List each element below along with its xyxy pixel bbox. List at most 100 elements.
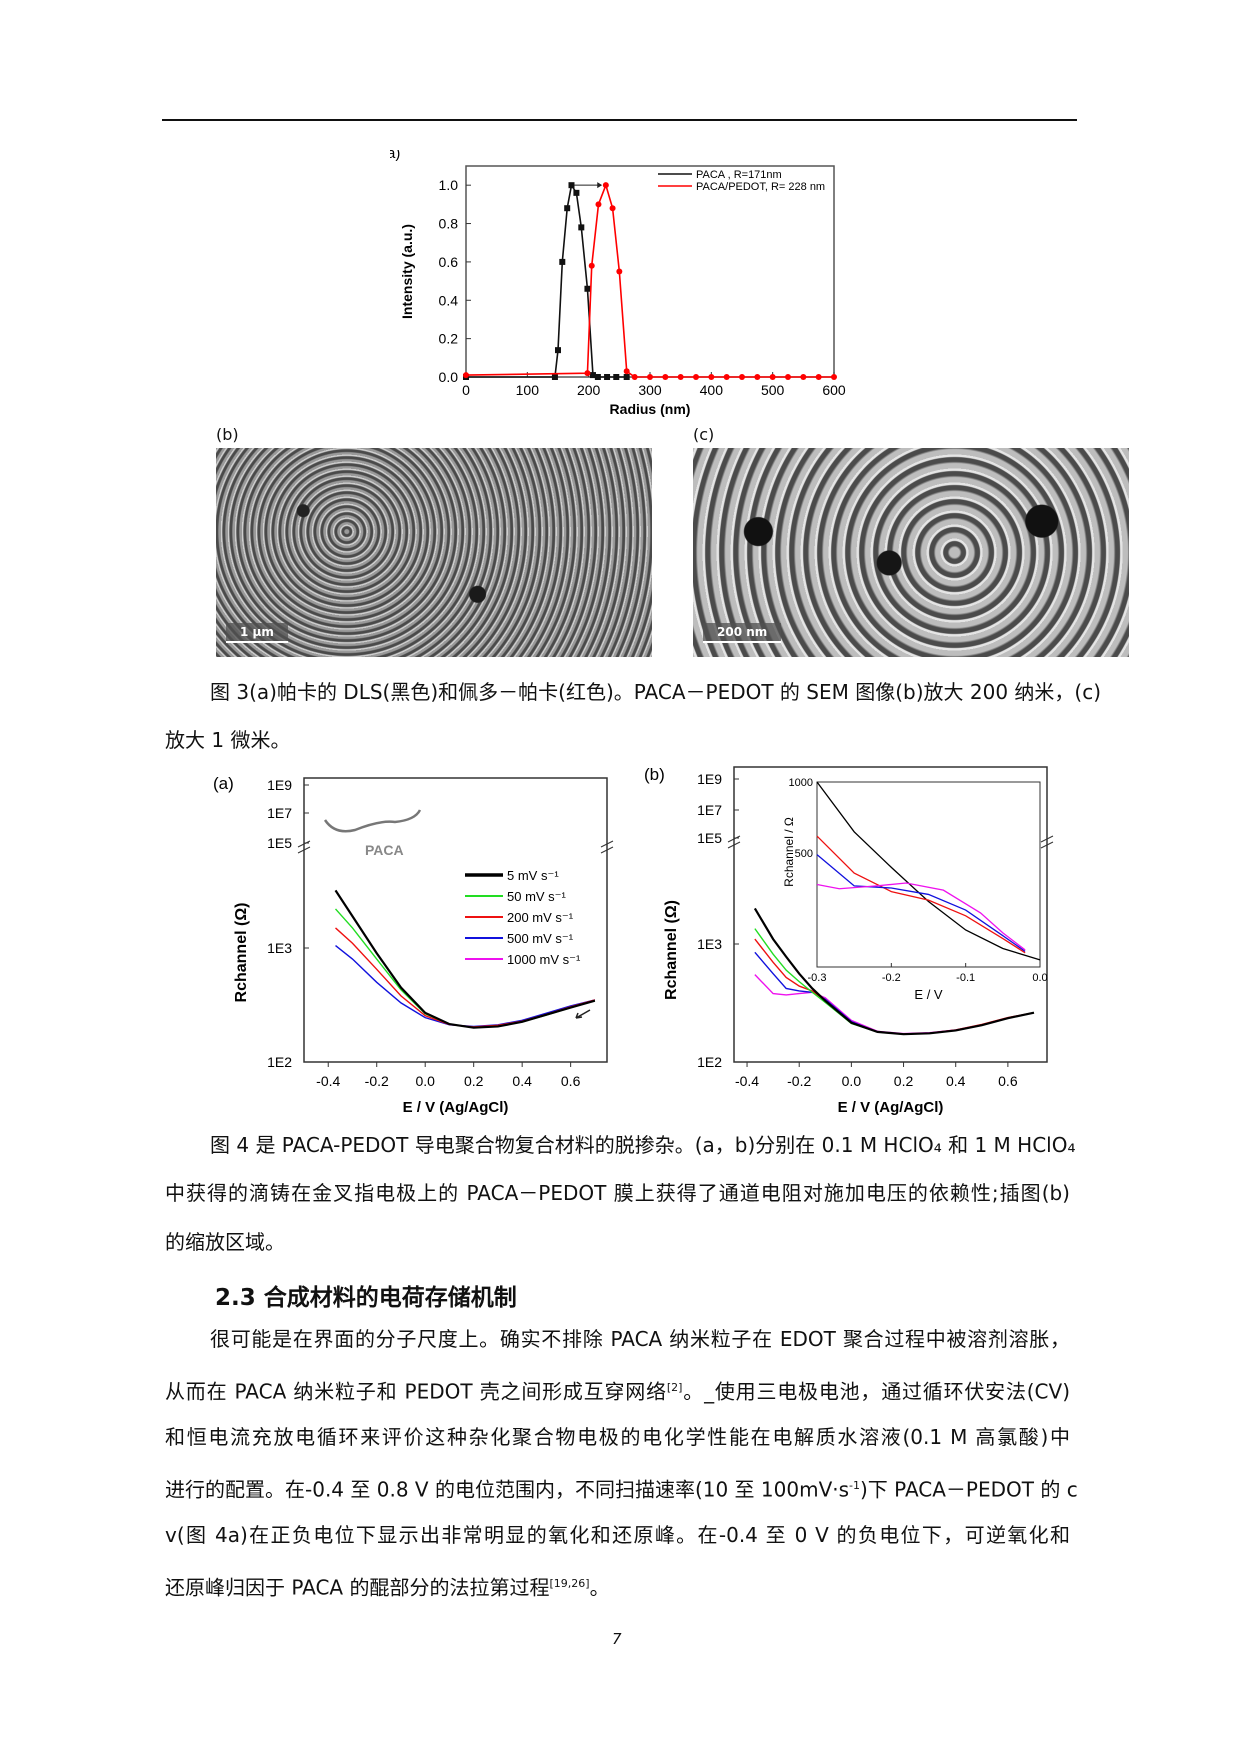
x-tick-label: 0.4 — [946, 1073, 966, 1089]
data-point — [584, 285, 591, 292]
y-tick-label: 0.0 — [439, 369, 459, 385]
data-point — [564, 205, 571, 212]
chart-resistance-a: (a) 1E2 1E3 1E5 1E7 1E9 -0.4 -0.2 0.0 0.2 0.4 0.6 E … — [213, 774, 614, 1116]
x-tick-label: -0.4 — [316, 1073, 340, 1089]
citation: [2] — [666, 1381, 683, 1394]
inset-label: PACA — [365, 842, 404, 858]
page-number: 7 — [612, 1630, 622, 1648]
body-line: 进行的配置。在-0.4 至 0.8 V 的电位范围内，不同扫描速率(10 至 1… — [165, 1477, 1078, 1502]
inset-series-line — [816, 854, 1026, 952]
axis-break — [1040, 835, 1054, 849]
chart-resistance-b: (b) 1E2 1E3 1E5 1E7 1E9 -0.4 -0.2 0.0 0.2 0.4 0.6 E … — [644, 765, 1054, 1116]
x-tick-label: 200 — [577, 382, 601, 398]
figure4-caption-line: 的缩放区域。 — [165, 1230, 285, 1254]
data-point — [578, 224, 585, 231]
x-tick-label: 0.6 — [561, 1073, 581, 1089]
data-point — [631, 374, 638, 380]
y-tick-label: 1E5 — [267, 835, 292, 851]
inset-series-line — [816, 835, 1026, 954]
data-point — [800, 374, 807, 380]
inset-x-tick-label: -0.1 — [956, 972, 975, 984]
x-tick-label: 0 — [462, 382, 470, 398]
plot-frame — [465, 165, 835, 378]
x-tick-label: 300 — [638, 382, 662, 398]
x-tick-label: 0.6 — [998, 1073, 1018, 1089]
arrow-head — [597, 182, 603, 189]
data-point — [754, 374, 761, 380]
data-point — [831, 374, 837, 380]
series-line — [465, 182, 834, 378]
data-point — [647, 374, 653, 380]
data-point — [815, 374, 822, 380]
axis-break — [600, 840, 614, 854]
scale-bar: 1 µm — [226, 623, 288, 643]
y-tick-label: 1E7 — [697, 802, 722, 818]
legend-label: 50 mV s⁻¹ — [507, 889, 567, 904]
citation: [19,26] — [549, 1577, 590, 1590]
x-tick-label: 0.2 — [894, 1073, 914, 1089]
inset-series-line — [816, 882, 1026, 951]
data-point — [739, 374, 745, 380]
x-tick-label: 0.4 — [512, 1073, 532, 1089]
figure3-caption-line: 放大 1 微米。 — [165, 728, 291, 752]
x-tick-label: -0.2 — [787, 1073, 811, 1089]
citation: -1 — [849, 1479, 860, 1492]
paca-structure-sketch — [323, 809, 422, 833]
y-tick-label: 1E3 — [267, 940, 292, 956]
data-point — [708, 374, 715, 380]
y-tick-label: 1E9 — [697, 771, 722, 787]
data-point — [555, 347, 561, 354]
inset-x-tick-label: -0.2 — [882, 972, 901, 984]
axis-break — [727, 835, 741, 849]
data-point — [609, 205, 616, 212]
sweep-direction-arrow — [575, 1009, 591, 1019]
x-tick-label: 600 — [822, 382, 846, 398]
y-axis-label: Rchannel (Ω) — [663, 900, 680, 1000]
data-point — [677, 374, 684, 380]
data-point — [604, 374, 611, 380]
y-axis-label: Intensity (a.u.) — [399, 224, 415, 319]
series-line — [753, 907, 1035, 1036]
data-point — [559, 258, 566, 265]
panel-label-a: (a) — [390, 150, 400, 162]
data-point — [573, 189, 580, 196]
y-tick-label: 0.8 — [439, 216, 459, 232]
header-rule — [162, 119, 1077, 121]
legend-label: 5 mV s⁻¹ — [507, 868, 559, 883]
inset-y-tick-label: 500 — [795, 848, 813, 860]
data-point — [589, 372, 596, 379]
data-point — [594, 374, 601, 380]
body-line: 从而在 PACA 纳米粒子和 PEDOT 壳之间形成互穿网络[2]。_使用三电极… — [165, 1379, 1070, 1404]
x-tick-label: -0.2 — [365, 1073, 389, 1089]
inset-x-tick-label: 0.0 — [1032, 972, 1047, 984]
data-point — [584, 370, 591, 377]
x-axis-label: Radius (nm) — [610, 401, 691, 417]
legend-label: PACA/PEDOT, R= 228 nm — [696, 181, 825, 193]
chart-dls: (a) 0 100 200 300 400 500 600 0.0 0.2 0.4 0.6 0.8 1.0… — [390, 150, 846, 417]
data-point — [623, 374, 630, 380]
y-tick-label: 1E7 — [267, 805, 292, 821]
panel-label: (a) — [213, 774, 234, 793]
panel-label: (b) — [644, 765, 665, 784]
y-tick-label: 1E3 — [697, 936, 722, 952]
y-axis-label: Rchannel (Ω) — [233, 903, 250, 1003]
y-tick-label: 1.0 — [439, 177, 459, 193]
series-line — [334, 889, 596, 1029]
data-point — [588, 262, 595, 269]
data-point — [693, 374, 699, 380]
data-point — [723, 374, 730, 380]
sem-image-c: 200 nm — [693, 448, 1129, 657]
y-tick-label: 1E2 — [697, 1054, 722, 1070]
figure3-caption-line: 图 3(a)帕卡的 DLS(黑色)和佩多－帕卡(红色)。PACA－PEDOT 的… — [210, 680, 1102, 704]
panel-label-b: (b) — [216, 425, 239, 444]
inset-x-axis-label: E / V — [914, 987, 943, 1002]
y-tick-label: 0.4 — [439, 292, 459, 308]
inset-y-axis-label: Rchannel / Ω — [782, 817, 796, 887]
data-point — [568, 182, 575, 189]
x-tick-label: -0.4 — [735, 1073, 759, 1089]
panel-label-c: (c) — [693, 425, 715, 444]
x-tick-label: 500 — [761, 382, 785, 398]
data-point — [595, 201, 602, 208]
data-point — [623, 368, 630, 375]
data-point — [551, 374, 558, 380]
